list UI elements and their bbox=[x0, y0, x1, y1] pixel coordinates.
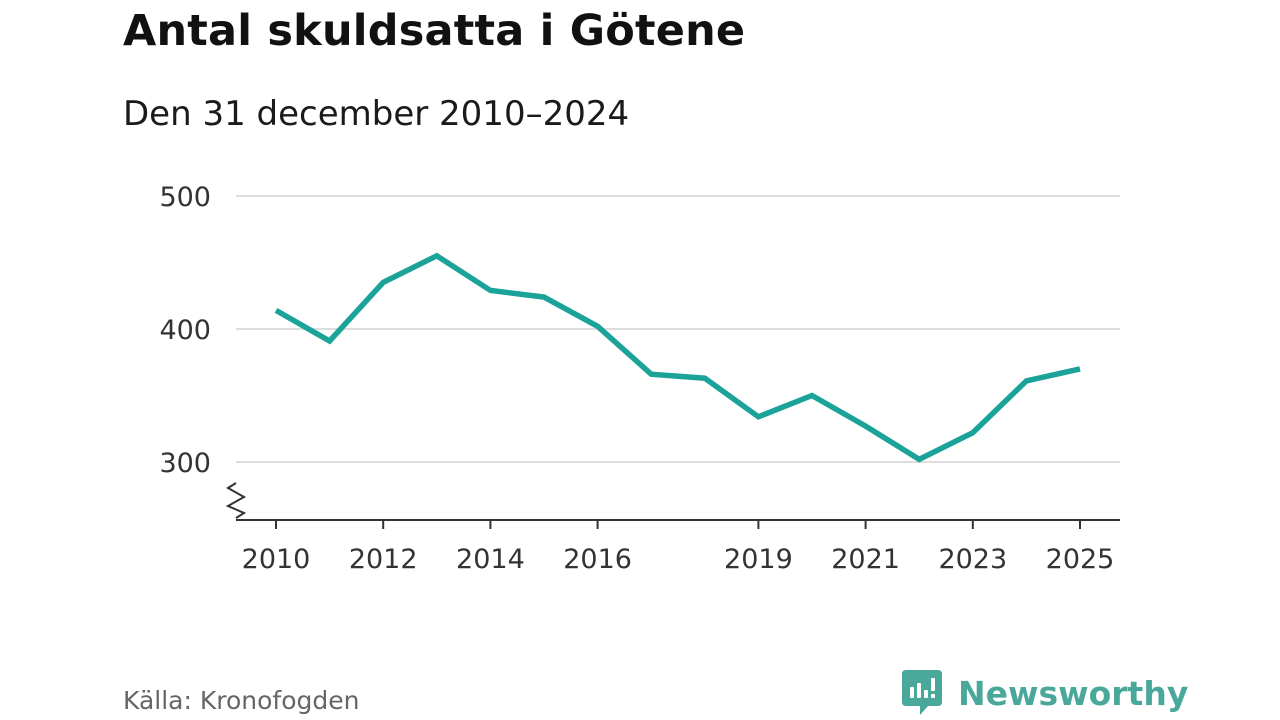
data-point bbox=[916, 456, 922, 462]
data-point bbox=[487, 287, 493, 293]
x-tick-label: 2016 bbox=[563, 544, 632, 575]
x-tick-label: 2023 bbox=[938, 544, 1007, 575]
series-line-0 bbox=[274, 252, 1081, 463]
chart-subtitle: Den 31 december 2010–2024 bbox=[123, 94, 630, 134]
y-tick-label: 500 bbox=[159, 182, 211, 213]
data-point bbox=[273, 307, 279, 313]
data-point bbox=[863, 423, 869, 429]
brand-name: Newsworthy bbox=[958, 673, 1189, 713]
y-tick-label: 300 bbox=[159, 448, 211, 479]
y-tick-label: 400 bbox=[159, 315, 211, 346]
source-note: Källa: Kronofogden bbox=[123, 686, 360, 715]
axis-break-icon bbox=[225, 482, 247, 519]
data-point bbox=[809, 393, 815, 399]
x-tick-label: 2010 bbox=[242, 544, 311, 575]
data-point bbox=[648, 371, 654, 377]
x-tick-label: 2012 bbox=[349, 544, 418, 575]
chart-title: Antal skuldsatta i Götene bbox=[123, 6, 746, 56]
data-point bbox=[380, 279, 386, 285]
newsworthy-logo-icon bbox=[902, 670, 942, 715]
x-tick-label: 2019 bbox=[724, 544, 793, 575]
data-point bbox=[1023, 378, 1029, 384]
data-point bbox=[541, 294, 547, 300]
data-point bbox=[595, 323, 601, 329]
data-point bbox=[1077, 366, 1083, 372]
brand-logo[interactable]: Newsworthy bbox=[902, 670, 1188, 716]
x-tick-label: 2014 bbox=[456, 544, 525, 575]
data-point bbox=[702, 375, 708, 381]
x-tick-label: 2025 bbox=[1046, 544, 1115, 575]
x-tick-label: 2021 bbox=[831, 544, 900, 575]
data-point bbox=[327, 338, 333, 344]
data-point bbox=[970, 430, 976, 436]
data-point bbox=[434, 253, 440, 259]
data-point bbox=[755, 414, 761, 420]
